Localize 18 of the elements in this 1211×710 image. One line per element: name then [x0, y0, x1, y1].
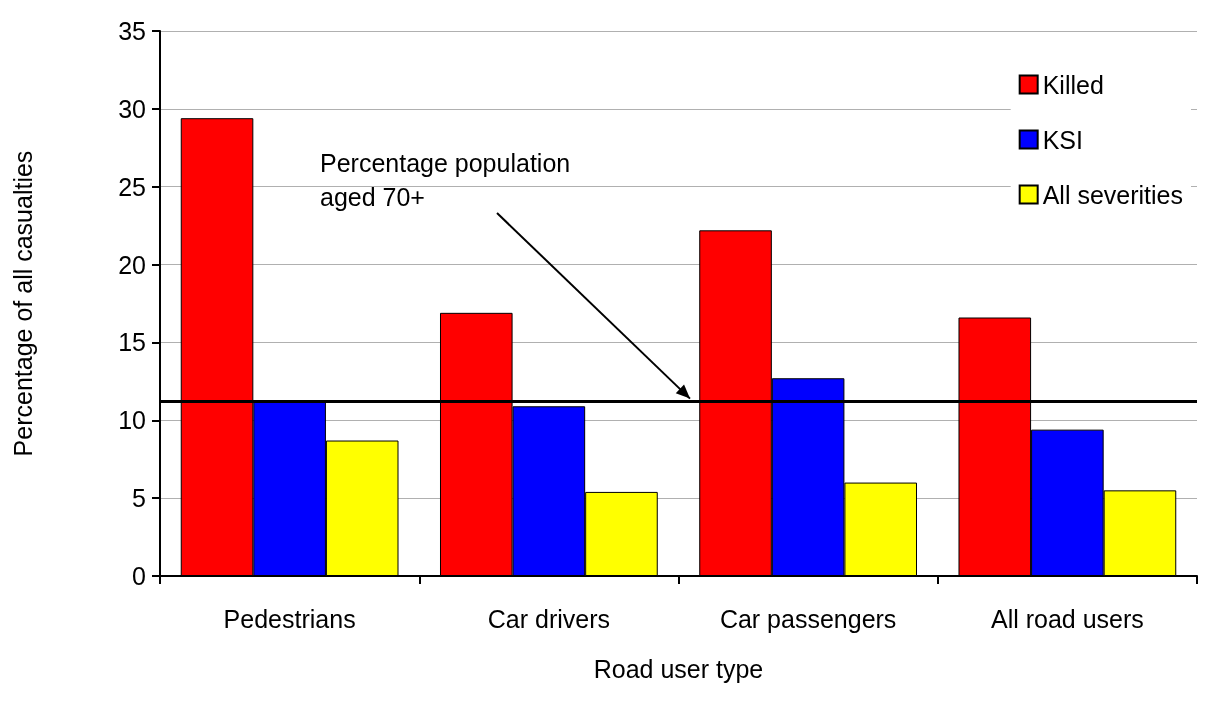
- legend-label: KSI: [1042, 125, 1083, 154]
- legend-label: Killed: [1042, 70, 1104, 99]
- y-tick-label: 20: [118, 250, 146, 279]
- y-tick-label: 15: [118, 328, 146, 357]
- x-tick-label: Car passengers: [719, 604, 897, 633]
- x-tick-label: All road users: [990, 604, 1144, 633]
- y-tick-label: 5: [132, 484, 146, 513]
- legend-label: All severities: [1042, 180, 1184, 209]
- y-tick-label: 10: [118, 406, 146, 435]
- x-tick-label: Pedestrians: [223, 604, 356, 633]
- ref-line-label: Percentage population aged 70+: [320, 149, 571, 211]
- y-axis-title: Percentage of all casualties: [8, 150, 37, 457]
- y-tick-label: 30: [118, 94, 146, 123]
- y-tick-label: 0: [132, 562, 146, 590]
- x-axis-title: Road user type: [593, 654, 764, 683]
- y-tick-label: 25: [118, 172, 146, 201]
- x-tick-label: Car drivers: [487, 604, 610, 633]
- y-tick-label: 35: [118, 17, 146, 45]
